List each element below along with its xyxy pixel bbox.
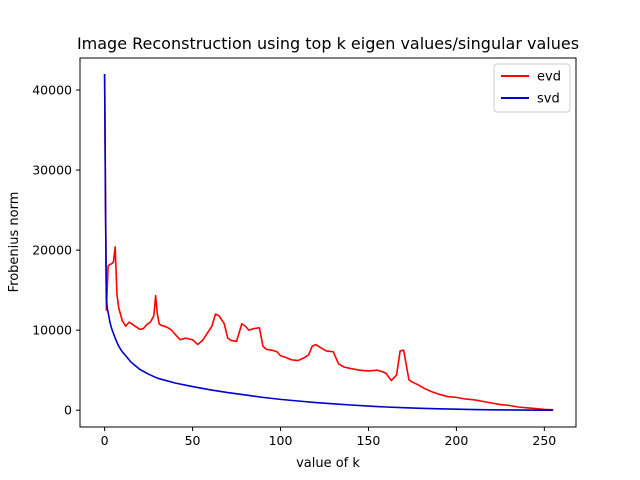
y-tick-label: 40000: [32, 83, 72, 98]
x-axis-label: value of k: [296, 456, 360, 471]
legend-label-evd: evd: [537, 70, 561, 85]
x-tick-label: 100: [269, 433, 293, 448]
plot-frame: [79, 57, 577, 428]
y-tick-label: 30000: [32, 163, 72, 178]
y-tick-label: 0: [64, 403, 72, 418]
x-tick-label: 200: [444, 433, 468, 448]
x-tick-label: 0: [101, 433, 109, 448]
plot-series: [103, 74, 554, 411]
y-tick-label: 10000: [32, 323, 72, 338]
x-axis: 0 50 100 150 200 250: [101, 427, 556, 448]
x-tick-label: 150: [357, 433, 381, 448]
series-line-svd: [103, 74, 554, 411]
y-tick-label: 20000: [32, 243, 72, 258]
series-line-evd: [103, 74, 554, 411]
legend: evd svd: [493, 63, 571, 113]
chart-title: Image Reconstruction using top k eigen v…: [77, 34, 579, 53]
x-tick-label: 250: [532, 433, 556, 448]
legend-label-svd: svd: [537, 92, 560, 107]
y-axis-label: Frobenius norm: [7, 192, 22, 293]
y-axis: 0 10000 20000 30000 40000: [32, 83, 80, 418]
x-tick-label: 50: [185, 433, 201, 448]
